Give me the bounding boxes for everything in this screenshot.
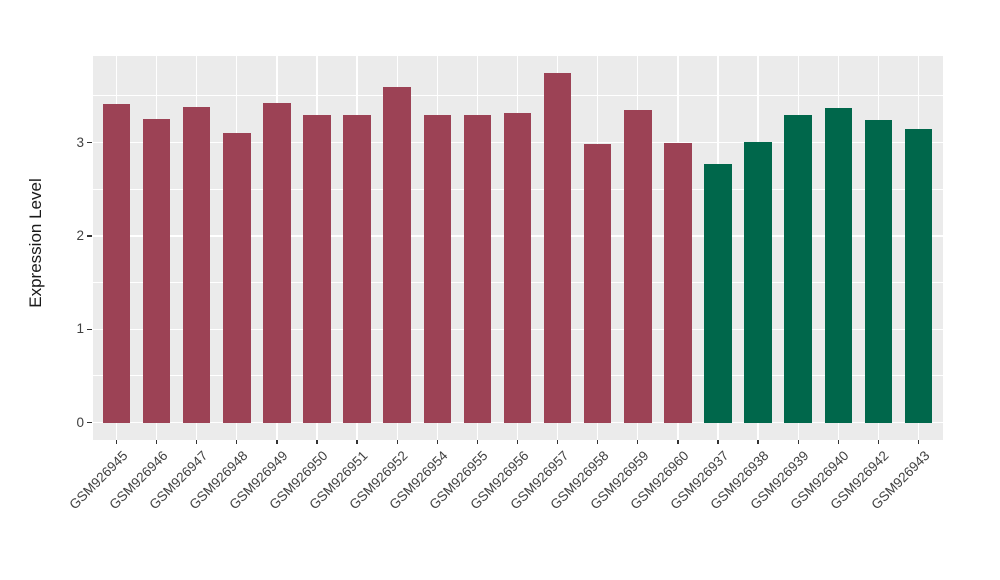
- x-tick-mark: [276, 440, 278, 444]
- y-tick-mark: [87, 235, 92, 237]
- plot-panel: [93, 56, 943, 440]
- x-tick-mark: [356, 440, 358, 444]
- bar-GSM926937: [704, 163, 732, 423]
- x-tick-mark: [717, 440, 719, 444]
- y-tick-mark: [87, 328, 92, 330]
- x-tick-mark: [155, 440, 158, 444]
- bar-GSM926954: [423, 114, 452, 423]
- bar-GSM926952: [383, 86, 411, 423]
- x-tick-mark: [677, 440, 679, 444]
- bar-GSM926955: [463, 114, 492, 423]
- x-tick-mark: [556, 440, 559, 444]
- y-tick-label: 1: [76, 321, 84, 337]
- bar-GSM926943: [904, 129, 933, 423]
- y-tick-mark: [87, 141, 92, 144]
- x-tick-mark: [797, 440, 799, 444]
- bar-GSM926948: [223, 133, 251, 423]
- x-tick-mark: [877, 440, 880, 444]
- bar-GSM926947: [182, 107, 211, 423]
- y-tick-label: 0: [76, 414, 84, 430]
- bar-GSM926939: [784, 114, 812, 423]
- y-tick-label: 3: [76, 134, 84, 150]
- bar-GSM926957: [543, 73, 572, 423]
- bar-GSM926956: [503, 112, 532, 423]
- bar-GSM926949: [263, 103, 291, 423]
- bar-GSM926960: [664, 142, 692, 423]
- y-tick-label: 2: [76, 227, 84, 243]
- x-tick-mark: [236, 440, 238, 444]
- x-tick-mark: [837, 440, 839, 444]
- bar-GSM926938: [744, 141, 772, 423]
- y-tick-mark: [87, 421, 92, 424]
- x-tick-mark: [316, 440, 318, 444]
- x-tick-mark: [196, 440, 198, 444]
- bar-GSM926958: [583, 144, 612, 423]
- bar-GSM926946: [142, 119, 171, 423]
- x-tick-mark: [516, 440, 519, 444]
- bar-GSM926950: [303, 115, 331, 423]
- x-tick-mark: [757, 440, 759, 444]
- bar-GSM926940: [824, 107, 853, 423]
- x-tick-mark: [917, 440, 920, 444]
- y-axis-title: Expression Level: [26, 178, 45, 308]
- x-tick-mark: [436, 440, 438, 444]
- x-tick-mark: [476, 440, 479, 444]
- bar-GSM926942: [864, 120, 893, 423]
- x-tick-mark: [115, 440, 118, 444]
- x-tick-mark: [597, 440, 599, 444]
- bar-GSM926959: [624, 109, 652, 423]
- bar-GSM926951: [343, 114, 371, 423]
- x-tick-mark: [637, 440, 639, 444]
- bar-GSM926945: [102, 104, 131, 423]
- x-tick-mark: [396, 440, 398, 444]
